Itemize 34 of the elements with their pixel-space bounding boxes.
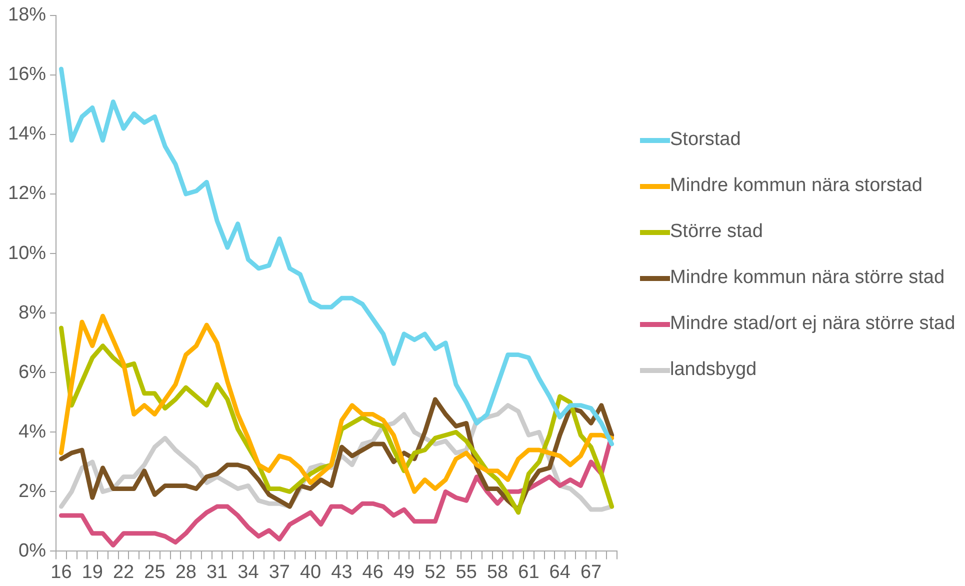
x-tick-label: 49: [393, 562, 415, 583]
x-tick-label: 34: [238, 562, 260, 583]
legend-label: Mindre kommun nära storstad: [670, 174, 922, 198]
x-tick-label: 64: [549, 562, 571, 583]
x-tick-label: 61: [518, 562, 540, 583]
x-tick-label: 43: [331, 562, 352, 583]
legend-label: Storstad: [670, 128, 741, 152]
x-tick-label: 52: [424, 562, 446, 583]
x-tick-label: 55: [456, 562, 477, 583]
x-tick-label: 58: [486, 562, 508, 583]
y-tick-label: 6%: [18, 362, 46, 383]
y-tick-label: 8%: [18, 302, 46, 324]
y-tick-label: 14%: [8, 124, 46, 145]
legend-label: Mindre stad/ort ej nära större stad: [670, 312, 956, 336]
y-tick-label: 12%: [8, 183, 46, 204]
y-tick-label: 18%: [8, 4, 46, 26]
x-tick-label: 40: [300, 562, 322, 583]
x-tick-label: 67: [580, 562, 602, 583]
y-tick-label: 2%: [18, 480, 46, 502]
y-tick-label: 10%: [8, 242, 46, 264]
y-tick-label: 0%: [18, 540, 46, 562]
x-tick-label: 16: [50, 562, 72, 583]
legend-label: landsbygd: [670, 358, 757, 382]
x-tick-label: 28: [175, 562, 196, 583]
x-tick-label: 19: [82, 562, 103, 583]
x-tick-label: 31: [206, 562, 228, 583]
x-tick-label: 22: [112, 562, 134, 583]
y-tick-label: 4%: [18, 421, 46, 442]
x-tick-label: 25: [144, 562, 166, 583]
legend-label: Mindre kommun nära större stad: [670, 266, 945, 290]
x-tick-label: 46: [362, 562, 384, 583]
y-tick-label: 16%: [8, 64, 46, 86]
x-tick-label: 37: [268, 562, 290, 583]
legend-label: Större stad: [670, 220, 763, 244]
